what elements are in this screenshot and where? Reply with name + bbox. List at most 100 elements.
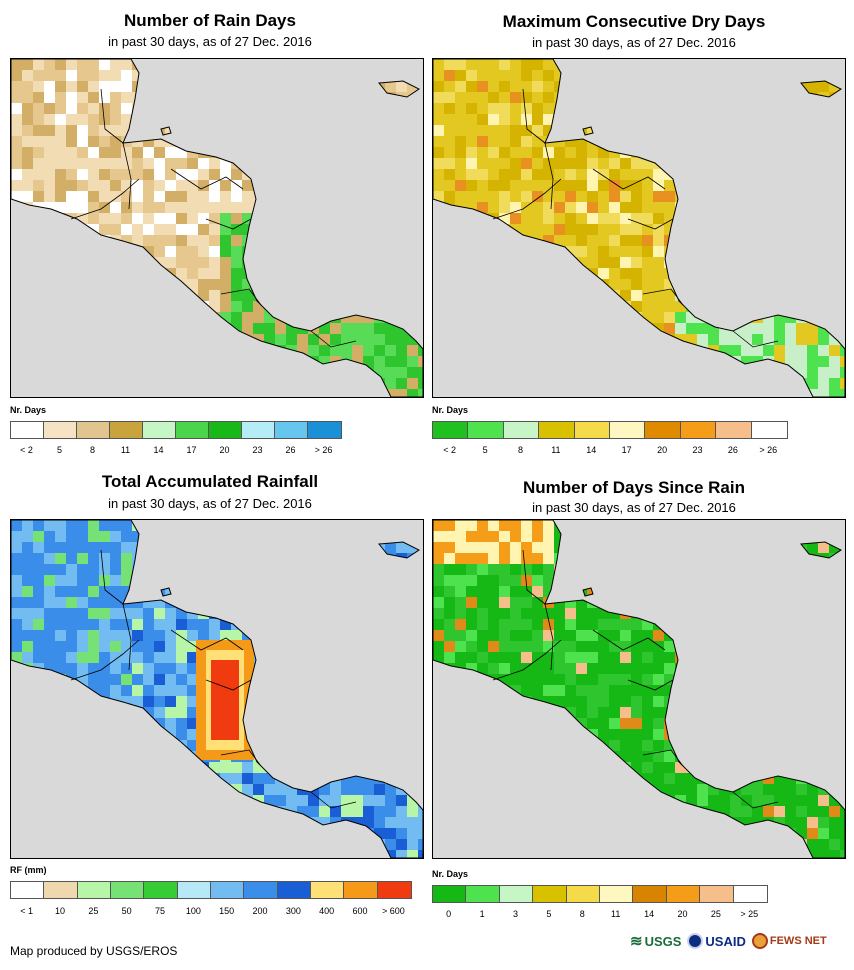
grid-cell xyxy=(587,740,598,751)
grid-cell xyxy=(554,828,565,839)
grid-cell xyxy=(187,597,198,608)
grid-cell xyxy=(44,608,55,619)
grid-cell xyxy=(275,312,286,323)
grid-cell xyxy=(598,806,609,817)
grid-cell xyxy=(352,751,363,762)
grid-cell xyxy=(33,608,44,619)
grid-cell xyxy=(642,520,653,531)
grid-cell xyxy=(143,356,154,367)
grid-cell xyxy=(319,564,330,575)
grid-cell xyxy=(587,762,598,773)
grid-cell xyxy=(653,795,664,806)
grid-cell xyxy=(686,685,697,696)
grid-cell xyxy=(752,92,763,103)
grid-cell xyxy=(385,597,396,608)
grid-cell xyxy=(121,70,132,81)
grid-cell xyxy=(220,839,231,850)
grid-cell xyxy=(444,59,455,70)
grid-cell xyxy=(396,367,407,378)
country-border xyxy=(70,178,140,220)
grid-cell xyxy=(88,619,99,630)
grid-cell xyxy=(176,290,187,301)
grid-cell xyxy=(44,70,55,81)
grid-cell xyxy=(774,630,785,641)
grid-cell xyxy=(785,586,796,597)
grid-cell xyxy=(719,663,730,674)
grid-cell xyxy=(675,575,686,586)
grid-cell xyxy=(66,564,77,575)
grid-cell xyxy=(209,850,220,858)
grid-cell xyxy=(631,806,642,817)
grid-cell xyxy=(253,169,264,180)
grid-cell xyxy=(664,553,675,564)
grid-cell xyxy=(565,751,576,762)
grid-cell xyxy=(275,608,286,619)
grid-cell xyxy=(840,608,845,619)
grid-cell xyxy=(840,531,845,542)
legend-swatch xyxy=(244,882,278,898)
grid-cell xyxy=(521,520,532,531)
grid-cell xyxy=(385,158,396,169)
grid-cell xyxy=(418,202,423,213)
grid-cell xyxy=(499,81,510,92)
grid-cell xyxy=(264,257,275,268)
grid-cell xyxy=(719,652,730,663)
grid-cell xyxy=(785,652,796,663)
grid-cell xyxy=(418,92,423,103)
grid-cell xyxy=(444,389,455,397)
grid-cell xyxy=(477,81,488,92)
grid-cell xyxy=(532,169,543,180)
grid-cell xyxy=(477,762,488,773)
grid-cell xyxy=(785,729,796,740)
grid-cell xyxy=(697,652,708,663)
grid-cell xyxy=(308,81,319,92)
grid-cell xyxy=(675,619,686,630)
grid-cell xyxy=(477,356,488,367)
grid-cell xyxy=(319,323,330,334)
grid-cell xyxy=(730,279,741,290)
grid-cell xyxy=(330,586,341,597)
usaid-logo: USAID xyxy=(687,933,746,949)
grid-cell xyxy=(264,586,275,597)
grid-cell xyxy=(455,213,466,224)
grid-cell xyxy=(66,301,77,312)
grid-cell xyxy=(99,619,110,630)
grid-cell xyxy=(308,279,319,290)
grid-cell xyxy=(286,389,297,397)
grid-cell xyxy=(466,762,477,773)
grid-cell xyxy=(719,575,730,586)
grid-cell xyxy=(774,268,785,279)
grid-cell xyxy=(77,334,88,345)
grid-cell xyxy=(110,531,121,542)
grid-cell xyxy=(165,751,176,762)
grid-cell xyxy=(385,839,396,850)
grid-cell xyxy=(752,762,763,773)
grid-cell xyxy=(543,652,554,663)
grid-cell xyxy=(598,92,609,103)
grid-cell xyxy=(319,312,330,323)
grid-cell xyxy=(187,740,198,751)
grid-cell xyxy=(829,158,840,169)
grid-cell xyxy=(418,246,423,257)
grid-cell xyxy=(466,685,477,696)
grid-cell xyxy=(33,586,44,597)
grid-cell xyxy=(521,773,532,784)
grid-cell xyxy=(741,520,752,531)
grid-cell xyxy=(840,685,845,696)
grid-cell xyxy=(686,641,697,652)
grid-cell xyxy=(297,103,308,114)
grid-cell xyxy=(132,619,143,630)
grid-cell xyxy=(110,224,121,235)
grid-cell xyxy=(499,59,510,70)
grid-cell xyxy=(796,817,807,828)
grid-cell xyxy=(719,542,730,553)
grid-cell xyxy=(253,378,264,389)
grid-cell xyxy=(719,531,730,542)
grid-cell xyxy=(55,575,66,586)
grid-cell xyxy=(532,520,543,531)
grid-cell xyxy=(686,553,697,564)
grid-cell xyxy=(330,246,341,257)
grid-cell xyxy=(653,301,664,312)
grid-cell xyxy=(99,125,110,136)
grid-cell xyxy=(554,323,565,334)
